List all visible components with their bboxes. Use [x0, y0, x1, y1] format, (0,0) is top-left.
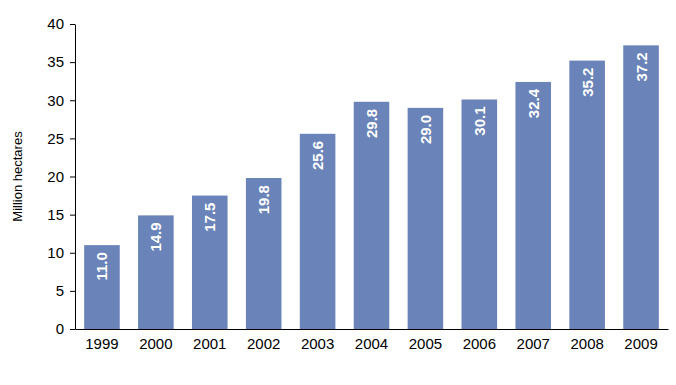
x-tick: 2006 [463, 329, 496, 352]
x-tick-label: 2000 [139, 335, 172, 352]
bar [354, 102, 390, 329]
y-tick: 20 [47, 168, 75, 185]
y-tick-mark [70, 177, 75, 178]
x-tick-label: 2009 [624, 335, 657, 352]
x-tick-label: 2002 [247, 335, 280, 352]
x-tick: 2000 [139, 329, 172, 352]
bar [192, 196, 228, 329]
x-tick-label: 2008 [570, 335, 603, 352]
y-tick-mark [70, 215, 75, 216]
y-tick-mark [70, 329, 75, 330]
y-tick: 15 [47, 206, 75, 223]
x-tick-label: 2006 [463, 335, 496, 352]
y-axis: 0 5 10 15 20 25 30 35 40 [47, 15, 75, 337]
bar [138, 215, 174, 329]
x-tick: 2008 [570, 329, 603, 352]
x-tick: 2003 [301, 329, 334, 352]
x-tick: 2002 [247, 329, 280, 352]
data-label: 35.2 [579, 68, 596, 97]
data-label: 37.2 [633, 52, 650, 81]
y-tick-label: 30 [47, 92, 64, 109]
x-axis: 1999 2000 2001 2002 2003 2004 2005 2006 2007 2008… [76, 329, 669, 352]
x-tick-label: 2007 [517, 335, 550, 352]
y-axis-line [75, 25, 76, 330]
bars [84, 45, 659, 329]
y-tick-label: 10 [47, 244, 64, 261]
x-tick: 2004 [355, 329, 388, 352]
y-tick: 0 [56, 320, 75, 337]
y-tick-label: 35 [47, 53, 64, 70]
x-tick: 2001 [193, 329, 226, 352]
x-tick-label: 2005 [409, 335, 442, 352]
x-tick: 2009 [624, 329, 657, 352]
data-label: 29.8 [363, 109, 380, 138]
bar [462, 99, 498, 329]
y-tick-label: 25 [47, 130, 64, 147]
x-tick: 2005 [409, 329, 442, 352]
y-tick: 40 [47, 15, 75, 32]
data-label: 25.6 [309, 141, 326, 170]
x-tick-label: 2004 [355, 335, 388, 352]
data-label: 17.5 [201, 203, 218, 232]
bar [623, 45, 659, 329]
data-label: 19.8 [255, 185, 272, 214]
y-tick-mark [70, 100, 75, 101]
bar [569, 61, 605, 329]
x-tick: 1999 [85, 329, 118, 352]
bar [515, 82, 551, 329]
plot: 0 5 10 15 20 25 30 35 40 1999 2000 2001 2002 2003 2004… [47, 15, 668, 351]
data-labels: 11.0 14.9 17.5 19.8 25.6 29.8 29.0 30.1 32.4 35.2… [93, 52, 649, 280]
bar [408, 108, 444, 329]
y-tick: 30 [47, 92, 75, 109]
x-axis-line [76, 329, 669, 330]
bar [300, 134, 336, 329]
y-tick: 10 [47, 244, 75, 261]
data-label: 30.1 [471, 106, 488, 135]
y-tick-label: 40 [47, 15, 64, 32]
y-tick-mark [70, 24, 75, 25]
data-label: 32.4 [525, 88, 542, 118]
y-tick: 25 [47, 130, 75, 147]
y-tick-mark [70, 62, 75, 63]
y-tick-label: 5 [56, 282, 64, 299]
x-tick-label: 2003 [301, 335, 334, 352]
data-label: 29.0 [417, 115, 434, 144]
y-tick-mark [70, 253, 75, 254]
chart: 0 5 10 15 20 25 30 35 40 1999 2000 2001 2002 2003 2004… [0, 0, 676, 385]
y-tick-mark [70, 138, 75, 139]
x-tick-label: 1999 [85, 335, 118, 352]
y-tick: 5 [56, 282, 75, 299]
y-tick-mark [70, 291, 75, 292]
y-tick-label: 0 [56, 320, 64, 337]
bar [246, 178, 282, 329]
y-tick: 35 [47, 53, 75, 70]
bar [84, 245, 120, 329]
x-tick-label: 2001 [193, 335, 226, 352]
x-tick: 2007 [517, 329, 550, 352]
y-axis-title: Million hectares [10, 131, 25, 222]
y-tick-label: 20 [47, 168, 64, 185]
data-label: 11.0 [93, 252, 110, 280]
y-tick-label: 15 [47, 206, 64, 223]
data-label: 14.9 [147, 222, 164, 251]
